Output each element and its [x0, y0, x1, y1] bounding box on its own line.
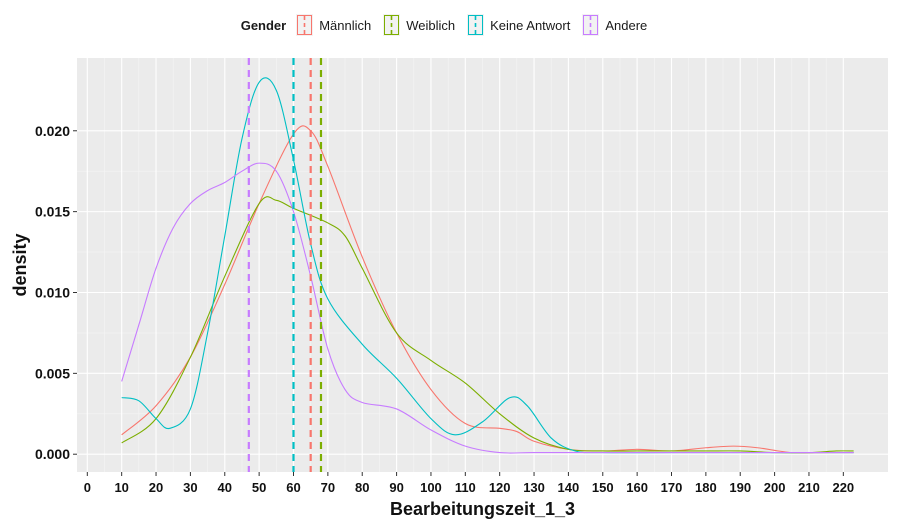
x-tick-label: 130: [523, 480, 545, 495]
density-line-maennlich: [121, 125, 854, 454]
legend-key-keine-antwort: [467, 14, 485, 36]
x-tick-label: 70: [321, 480, 335, 495]
density-line-weiblich: [121, 196, 854, 454]
x-tick-label: 170: [661, 480, 683, 495]
y-tick-label: 0.020: [35, 123, 70, 139]
legend-key-weiblich: [383, 14, 401, 36]
y-tick-label: 0.005: [35, 365, 70, 381]
x-tick-label: 20: [149, 480, 163, 495]
legend-label-weiblich: Weiblich: [406, 17, 456, 33]
legend-item-maennlich: Männlich: [296, 14, 371, 36]
legend-item-weiblich: Weiblich: [383, 14, 455, 36]
x-tick-label: 100: [420, 480, 442, 495]
x-tick-label: 140: [558, 480, 580, 495]
y-axis-title: density: [10, 233, 30, 296]
x-tick-label: 80: [355, 480, 369, 495]
y-tick-label: 0.010: [35, 284, 70, 300]
density-line-andere: [121, 162, 854, 454]
x-axis-title: Bearbeitungszeit_1_3: [390, 499, 575, 519]
x-tick-label: 120: [489, 480, 511, 495]
y-tick-label: 0.015: [35, 204, 70, 220]
legend-key-andere: [582, 14, 600, 36]
legend-label-maennlich: Männlich: [319, 17, 372, 33]
x-tick-label: 110: [455, 480, 476, 495]
x-tick-label: 10: [114, 480, 128, 495]
x-tick-label: 90: [389, 480, 403, 495]
x-tick-label: 180: [695, 480, 717, 495]
legend: Gender Männlich Weiblich Keine Antwort A…: [0, 14, 900, 36]
x-tick-label: 200: [764, 480, 786, 495]
x-tick-label: 40: [218, 480, 232, 495]
legend-title: Gender: [240, 17, 287, 33]
x-tick-label: 150: [592, 480, 614, 495]
density-line-keine-antwort: [121, 77, 854, 454]
legend-label-keine-antwort: Keine Antwort: [490, 17, 571, 33]
y-tick-label: 0.000: [35, 446, 70, 462]
legend-key-maennlich: [296, 14, 314, 36]
x-tick-label: 0: [84, 480, 91, 495]
x-tick-label: 220: [832, 480, 854, 495]
x-tick-label: 190: [729, 480, 751, 495]
x-tick-label: 60: [286, 480, 300, 495]
legend-item-andere: Andere: [582, 14, 647, 36]
legend-label-andere: Andere: [605, 17, 648, 33]
x-tick-label: 160: [626, 480, 648, 495]
x-tick-label: 50: [252, 480, 266, 495]
x-tick-label: 30: [183, 480, 197, 495]
x-tick-label: 210: [798, 480, 820, 495]
legend-item-keine-antwort: Keine Antwort: [467, 14, 570, 36]
